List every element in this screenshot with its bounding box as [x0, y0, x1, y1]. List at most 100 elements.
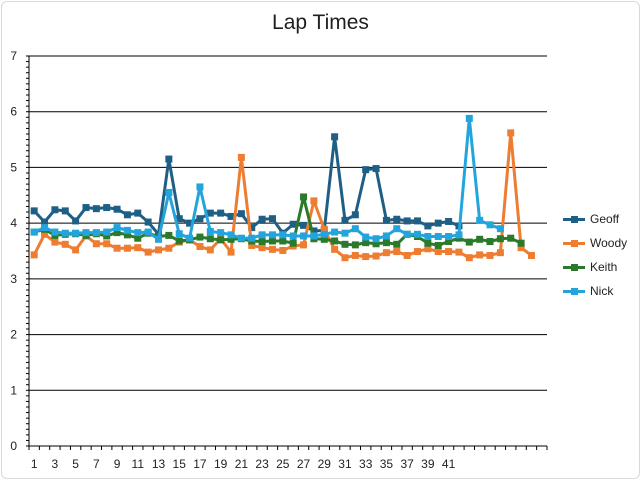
data-point-woody — [455, 248, 463, 256]
y-tick-label: 5 — [10, 160, 17, 174]
data-point-geoff — [123, 211, 131, 219]
data-point-woody — [331, 245, 339, 253]
data-point-woody — [403, 251, 411, 259]
x-tick-label: 39 — [421, 457, 435, 471]
data-point-nick — [496, 225, 504, 233]
data-point-keith — [507, 234, 515, 242]
x-tick-label: 7 — [93, 457, 100, 471]
data-point-nick — [30, 228, 38, 236]
data-point-woody — [258, 244, 266, 252]
x-tick-label: 9 — [114, 457, 121, 471]
data-point-nick — [248, 234, 256, 242]
data-point-keith — [341, 240, 349, 248]
data-point-nick — [445, 233, 453, 241]
data-point-nick — [123, 226, 131, 234]
x-tick-label: 5 — [72, 457, 79, 471]
data-point-geoff — [206, 209, 214, 217]
data-point-keith — [300, 193, 308, 201]
data-point-geoff — [134, 209, 142, 217]
data-point-woody — [268, 245, 276, 253]
legend-marker-swatch — [571, 264, 578, 271]
data-point-woody — [196, 243, 204, 251]
legend-item-geoff: Geoff — [563, 212, 639, 236]
data-point-nick — [268, 231, 276, 239]
x-tick-label: 19 — [214, 457, 228, 471]
data-point-keith — [445, 238, 453, 246]
data-point-woody — [414, 248, 421, 256]
data-point-nick — [51, 228, 59, 236]
legend-marker-swatch — [571, 240, 578, 247]
series-lines — [30, 114, 535, 262]
data-point-keith — [258, 238, 266, 246]
data-point-geoff — [92, 205, 100, 213]
data-point-geoff — [372, 165, 380, 173]
data-point-geoff — [424, 222, 432, 230]
data-point-keith — [362, 239, 370, 247]
data-point-nick — [155, 235, 162, 243]
data-point-woody — [206, 246, 214, 254]
data-point-woody — [165, 244, 173, 252]
data-point-keith — [113, 229, 121, 237]
data-point-keith — [227, 235, 235, 243]
data-point-geoff — [237, 210, 245, 218]
data-point-woody — [362, 253, 370, 261]
data-point-nick — [134, 229, 142, 237]
data-point-geoff — [175, 215, 183, 223]
data-point-woody — [61, 240, 69, 248]
data-point-nick — [341, 229, 349, 237]
data-point-woody — [434, 248, 442, 256]
data-point-woody — [465, 254, 473, 262]
data-point-keith — [382, 239, 390, 247]
data-point-nick — [320, 230, 328, 238]
data-point-nick — [414, 230, 421, 238]
data-point-nick — [41, 224, 49, 232]
y-tick-label: 1 — [10, 383, 17, 397]
data-point-keith — [320, 235, 328, 243]
x-tick-label: 25 — [276, 457, 290, 471]
data-point-woody — [41, 230, 49, 238]
data-point-woody — [237, 153, 245, 161]
data-point-keith — [289, 239, 297, 247]
data-point-geoff — [362, 166, 370, 174]
data-point-keith — [351, 241, 359, 249]
data-point-nick — [403, 230, 411, 238]
x-tick-label: 17 — [193, 457, 207, 471]
data-point-geoff — [30, 207, 38, 215]
data-point-nick — [227, 231, 235, 239]
data-point-woody — [248, 241, 256, 249]
data-point-woody — [476, 251, 484, 259]
legend-item-keith: Keith — [563, 260, 639, 284]
data-point-nick — [434, 233, 442, 241]
legend-label: Nick — [590, 284, 614, 298]
data-point-geoff — [258, 215, 266, 223]
x-tick-label: 23 — [255, 457, 269, 471]
data-point-geoff — [217, 209, 225, 217]
data-point-woody — [103, 240, 111, 248]
data-point-nick — [237, 234, 245, 242]
data-point-nick — [393, 225, 401, 233]
x-tick-label: 27 — [297, 457, 311, 471]
data-point-nick — [289, 232, 297, 240]
data-point-geoff — [393, 215, 401, 223]
data-point-nick — [72, 229, 80, 237]
series-woody — [30, 129, 535, 262]
data-point-keith — [123, 231, 131, 239]
gridlines — [29, 55, 547, 391]
data-point-nick — [372, 235, 380, 243]
data-point-nick — [310, 232, 318, 240]
data-point-geoff — [186, 219, 194, 227]
data-point-nick — [351, 225, 359, 233]
data-point-geoff — [165, 155, 173, 163]
data-point-keith — [486, 238, 494, 246]
data-point-keith — [268, 237, 276, 245]
data-point-nick — [300, 232, 308, 240]
data-point-woody — [517, 244, 525, 252]
data-point-nick — [362, 233, 370, 241]
data-point-nick — [186, 234, 194, 242]
data-point-woody — [155, 246, 162, 254]
data-point-nick — [486, 221, 494, 229]
legend-marker-swatch — [571, 216, 578, 223]
data-point-woody — [393, 248, 401, 256]
data-point-woody — [341, 254, 349, 262]
data-point-geoff — [248, 224, 256, 232]
